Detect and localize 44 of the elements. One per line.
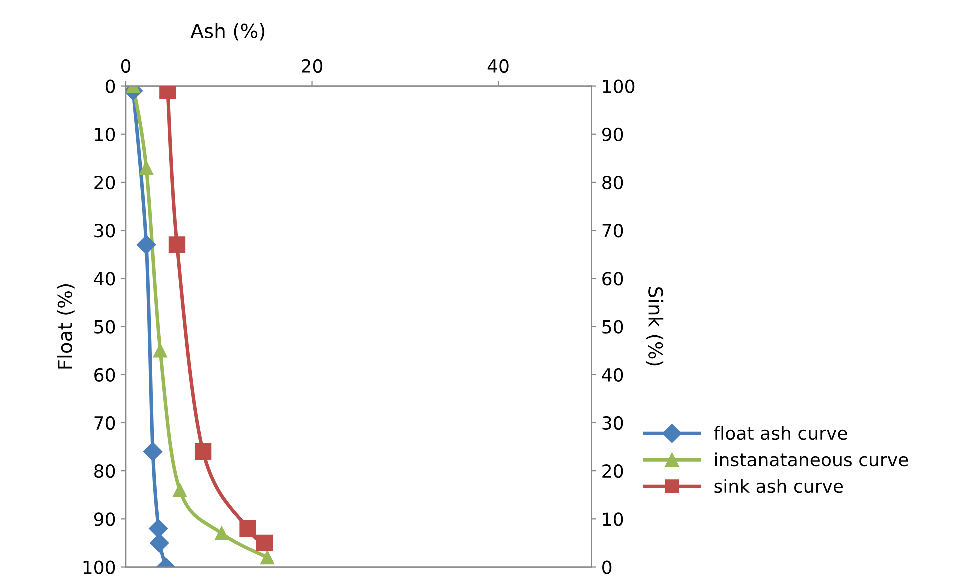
point: [136, 235, 156, 255]
y-axis-title: Float (%): [57, 284, 75, 369]
y2-tick-label: 0: [602, 560, 612, 574]
y-tick-label: 40: [94, 272, 116, 286]
point: [168, 236, 186, 254]
y2-tick-label: 30: [602, 416, 624, 430]
point: [149, 519, 168, 538]
y2-tick-label: 80: [602, 176, 624, 190]
point: [256, 534, 274, 552]
x-axis-title: Ash (%): [190, 23, 265, 41]
point: [154, 344, 168, 358]
point: [214, 526, 229, 541]
x-tick-label: 0: [121, 59, 131, 74]
legend-label: float ash curve: [714, 426, 848, 440]
y2-tick-label: 10: [603, 512, 624, 526]
point: [194, 443, 212, 460]
y2-tick-label: 70: [602, 224, 624, 238]
y-tick-label: 10: [95, 128, 116, 142]
point: [150, 534, 170, 553]
y2-tick-label: 90: [602, 128, 624, 142]
x-tick-label: 40: [488, 59, 509, 74]
point: [143, 442, 163, 462]
y-tick-label: 50: [94, 320, 116, 334]
y-tick-label: 20: [94, 176, 116, 190]
y2-tick-label: 50: [602, 320, 624, 334]
legend-label: sink ash curve: [714, 479, 844, 494]
x-tick-label: 20: [302, 59, 323, 74]
y-tick-label: 80: [94, 464, 116, 478]
y-tick-label: 100: [84, 560, 116, 574]
y2-axis-title: Sink (%): [646, 287, 664, 366]
y-tick-label: 60: [94, 368, 116, 382]
y-tick-label: 70: [94, 416, 116, 430]
y2-tick-label: 100: [603, 80, 635, 94]
y-tick-label: 90: [94, 512, 116, 526]
y2-tick-label: 20: [602, 464, 624, 478]
y2-tick-label: 60: [602, 272, 624, 286]
y-tick-label: 30: [94, 224, 116, 238]
y-tick-label: 0: [106, 80, 116, 94]
y2-tick-label: 40: [602, 368, 624, 382]
point: [140, 161, 154, 175]
point: [173, 483, 187, 498]
point: [240, 520, 256, 538]
point: [260, 550, 275, 565]
legend-label: instanataneous curve: [715, 452, 908, 467]
